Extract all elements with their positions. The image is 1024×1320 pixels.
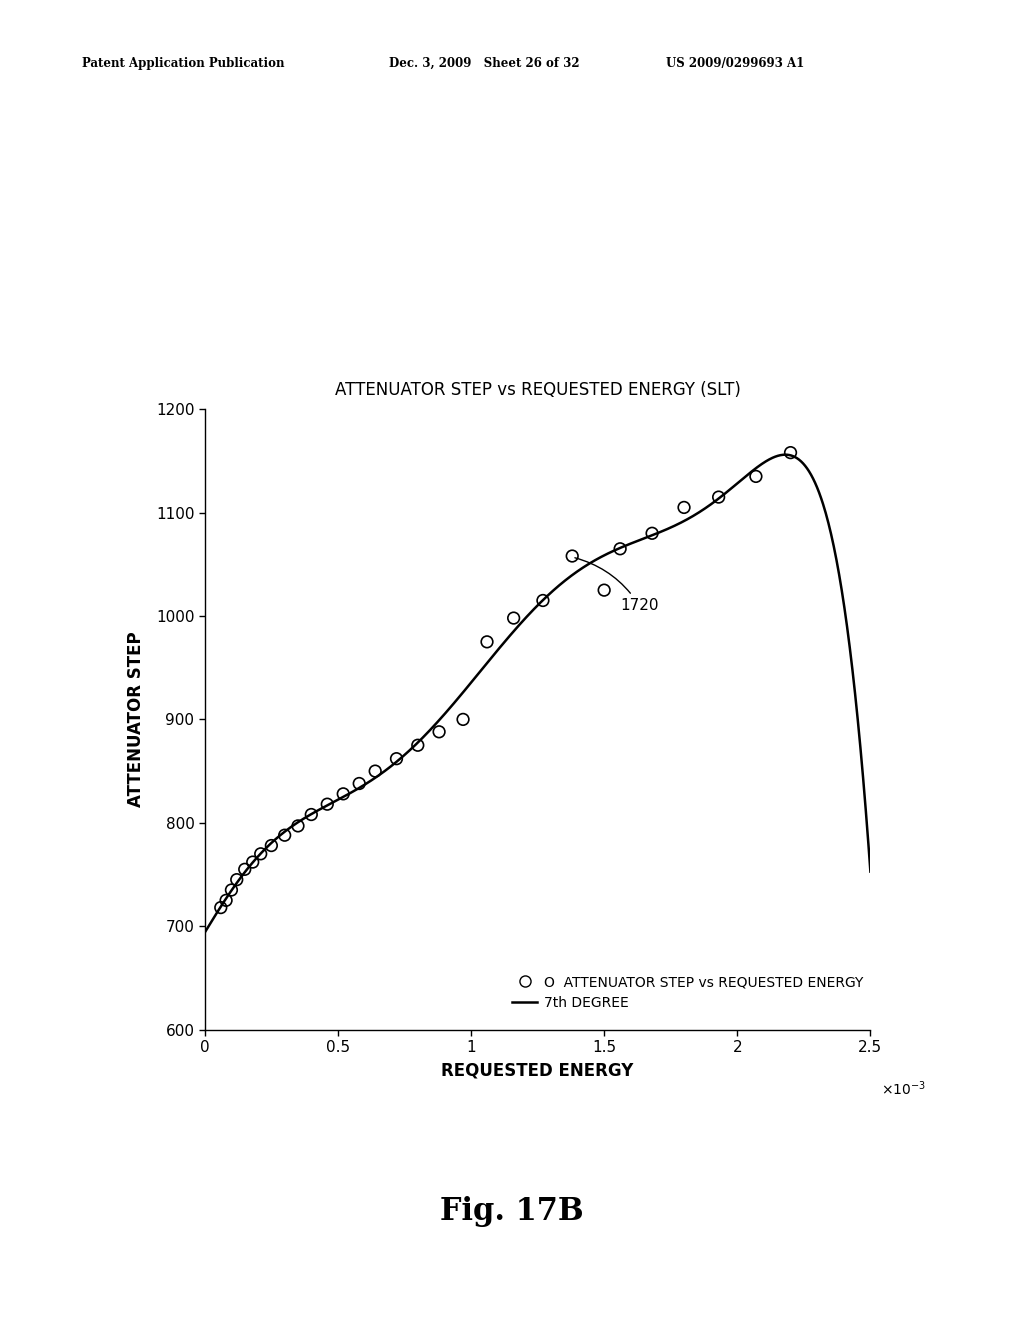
Y-axis label: ATTENUATOR STEP: ATTENUATOR STEP: [127, 631, 144, 808]
Point: [276, 825, 293, 846]
Point: [676, 496, 692, 517]
Text: 1720: 1720: [574, 558, 658, 614]
Point: [711, 487, 727, 508]
Point: [228, 869, 245, 890]
Point: [506, 607, 522, 628]
Text: Fig. 17B: Fig. 17B: [440, 1196, 584, 1228]
Point: [748, 466, 764, 487]
Point: [263, 836, 280, 857]
Text: Dec. 3, 2009   Sheet 26 of 32: Dec. 3, 2009 Sheet 26 of 32: [389, 57, 580, 70]
Text: Patent Application Publication: Patent Application Publication: [82, 57, 285, 70]
Point: [245, 851, 261, 873]
Point: [782, 442, 799, 463]
Point: [612, 539, 629, 560]
Point: [223, 879, 240, 900]
Legend: O  ATTENUATOR STEP vs REQUESTED ENERGY, 7th DEGREE: O ATTENUATOR STEP vs REQUESTED ENERGY, 7…: [512, 975, 863, 1010]
Point: [410, 735, 426, 756]
Point: [351, 774, 368, 795]
Point: [319, 793, 336, 814]
Point: [535, 590, 551, 611]
X-axis label: REQUESTED ENERGY: REQUESTED ENERGY: [441, 1063, 634, 1080]
Title: ATTENUATOR STEP vs REQUESTED ENERGY (SLT): ATTENUATOR STEP vs REQUESTED ENERGY (SLT…: [335, 381, 740, 400]
Point: [431, 721, 447, 742]
Point: [564, 545, 581, 566]
Point: [237, 859, 253, 880]
Point: [213, 898, 229, 919]
Point: [479, 631, 496, 652]
Point: [303, 804, 319, 825]
Point: [253, 843, 269, 865]
Point: [218, 890, 234, 911]
Point: [644, 523, 660, 544]
Text: US 2009/0299693 A1: US 2009/0299693 A1: [666, 57, 804, 70]
Point: [388, 748, 404, 770]
Point: [335, 783, 351, 804]
Point: [455, 709, 471, 730]
Point: [596, 579, 612, 601]
Text: $\times 10^{-3}$: $\times 10^{-3}$: [881, 1080, 926, 1098]
Point: [290, 816, 306, 837]
Point: [367, 760, 383, 781]
